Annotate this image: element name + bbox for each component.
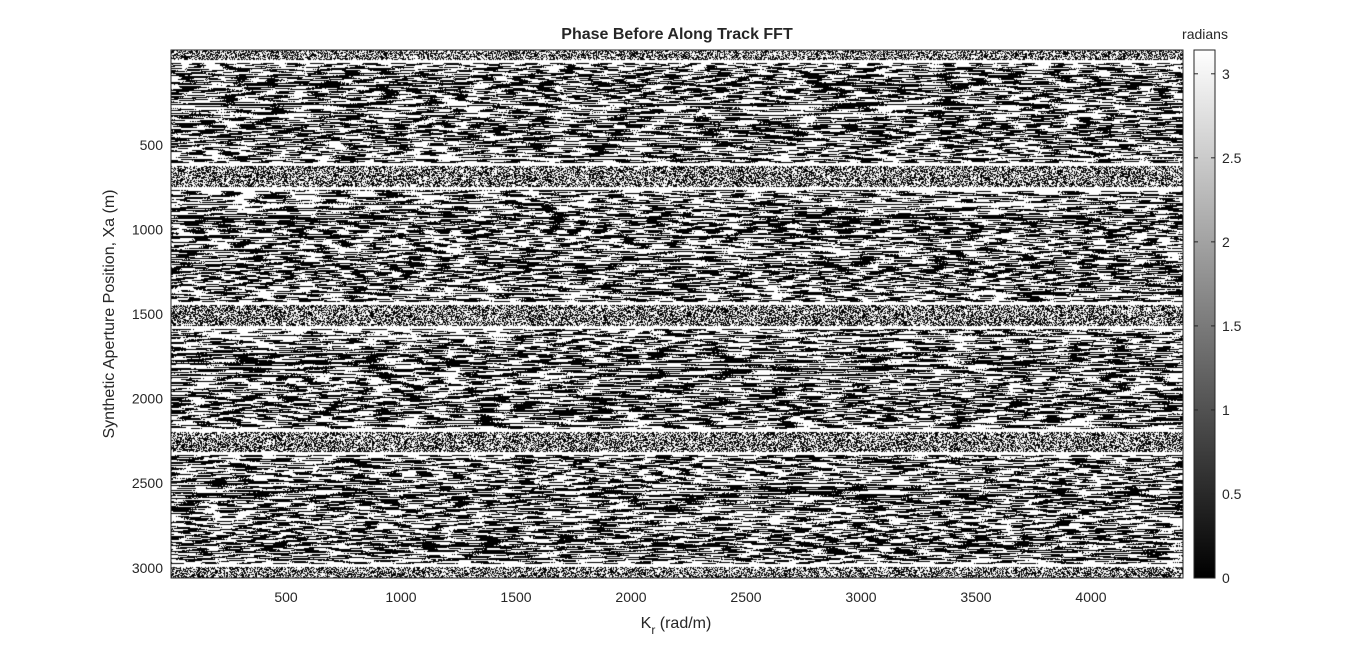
y-tick-label: 2500: [132, 475, 163, 491]
x-tick-label: 4000: [1075, 589, 1106, 605]
x-tick-label: 3000: [845, 589, 876, 605]
colorbar-ticks: 0 0.5 1 1.5 2 2.5 3: [1194, 66, 1242, 586]
colorbar-tick-label: 0: [1222, 570, 1230, 586]
y-axis-label: Synthetic Aperture Position, Xa (m): [101, 190, 118, 439]
y-tick-label: 1500: [132, 306, 163, 322]
x-axis-label-subscript: r: [651, 623, 655, 637]
y-tick-label: 500: [140, 137, 164, 153]
colorbar-tick-label: 2: [1222, 234, 1230, 250]
x-axis-label-main: K: [641, 615, 652, 632]
chart-title: Phase Before Along Track FFT: [561, 26, 793, 43]
colorbar-tick-label: 3: [1222, 66, 1230, 82]
y-tick-label: 3000: [132, 560, 163, 576]
colorbar-gradient: [1193, 49, 1216, 579]
x-axis-label: Kr (rad/m): [641, 615, 712, 637]
x-axis-ticks: 500 1000 1500 2000 2500 3000 3500 4000: [274, 50, 1107, 605]
colorbar: radians 0 0.5 1 1.5 2 2.5 3: [1182, 26, 1242, 586]
colorbar-tick-label: 2.5: [1222, 150, 1242, 166]
x-tick-label: 1000: [385, 589, 416, 605]
colorbar-tick-label: 1: [1222, 402, 1230, 418]
x-tick-label: 500: [274, 589, 298, 605]
heatmap-canvas: [171, 50, 1183, 578]
heatmap-image: [170, 49, 1184, 579]
x-tick-label: 2500: [730, 589, 761, 605]
colorbar-tick-label: 1.5: [1222, 318, 1242, 334]
x-tick-label: 3500: [960, 589, 991, 605]
y-tick-label: 1000: [132, 221, 163, 237]
x-axis-label-units: (rad/m): [655, 615, 711, 632]
y-axis-ticks: 500 1000 1500 2000 2500 3000: [132, 137, 1183, 576]
colorbar-label: radians: [1182, 26, 1228, 42]
x-tick-label: 2000: [615, 589, 646, 605]
y-tick-label: 2000: [132, 391, 163, 407]
x-tick-label: 1500: [500, 589, 531, 605]
colorbar-tick-label: 0.5: [1222, 486, 1242, 502]
